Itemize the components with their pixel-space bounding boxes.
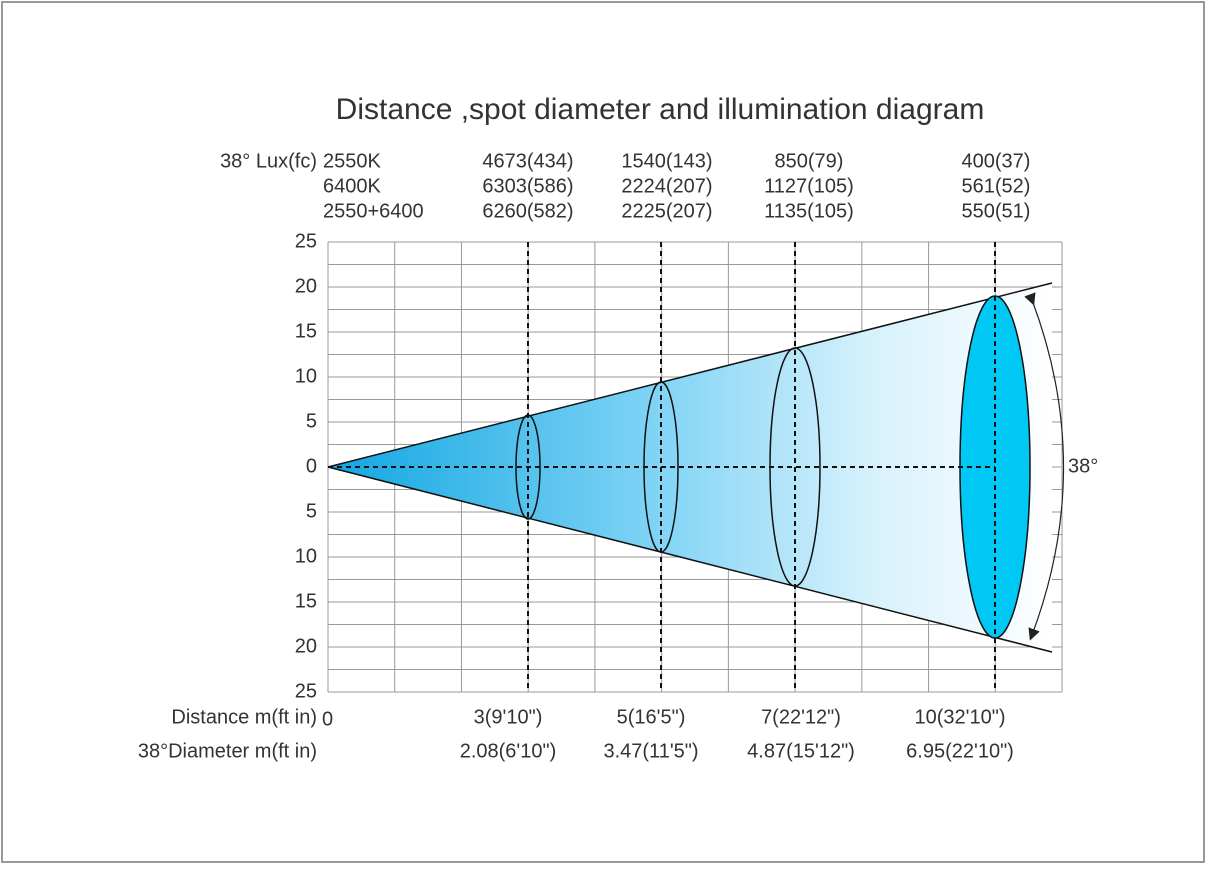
y-tick-label: 25: [295, 680, 317, 702]
lux-value: 400(37): [962, 150, 1031, 172]
distance-origin: 0: [322, 708, 333, 730]
distance-label: Distance m(ft in): [171, 706, 317, 728]
lux-value: 2224(207): [621, 175, 712, 197]
diameter-value: 6.95(22'10"): [906, 740, 1014, 762]
beam-edge: [327, 466, 1053, 653]
y-tick-label: 25: [295, 230, 317, 252]
lux-value: 6260(582): [482, 200, 573, 222]
lux-value: 1540(143): [621, 150, 712, 172]
lux-value: 2225(207): [621, 200, 712, 222]
lux-value: 1127(105): [764, 175, 854, 197]
y-tick-label: 20: [295, 635, 317, 657]
distance-value: 5(16'5"): [617, 706, 686, 728]
lux-value: 850(79): [775, 150, 844, 172]
y-tick-label: 15: [295, 320, 317, 342]
y-tick-label: 15: [295, 590, 317, 612]
lux-row-label: 2550K: [323, 150, 381, 172]
diameter-value: 2.08(6'10"): [460, 740, 557, 762]
lux-value: 1135(105): [764, 200, 854, 222]
diameter-value: 3.47(11'5"): [603, 740, 698, 762]
y-tick-label: 0: [306, 455, 317, 477]
angle-label: 38°: [1068, 455, 1098, 477]
y-tick-label: 10: [295, 365, 317, 387]
lux-label: 38° Lux(fc): [220, 150, 317, 172]
angle-arc: [1024, 292, 1065, 641]
beam-edge: [327, 282, 1053, 468]
distance-value: 3(9'10"): [474, 706, 543, 728]
lux-value: 4673(434): [482, 150, 573, 172]
distance-value: 7(22'12"): [761, 706, 841, 728]
diameter-value: 4.87(15'12"): [747, 740, 855, 762]
y-tick-label: 5: [306, 500, 317, 522]
lux-value: 561(52): [962, 175, 1031, 197]
y-tick-label: 20: [295, 275, 317, 297]
lux-row-label: 2550+6400: [323, 200, 424, 222]
distance-value: 10(32'10"): [915, 706, 1006, 728]
guides: [328, 242, 996, 692]
lux-row-label: 6400K: [323, 175, 381, 197]
y-tick-label: 5: [306, 410, 317, 432]
diameter-label: 38°Diameter m(ft in): [138, 740, 317, 762]
lux-value: 6303(586): [482, 175, 573, 197]
title: Distance ,spot diameter and illumination…: [336, 93, 985, 126]
y-tick-label: 10: [295, 545, 317, 567]
lux-value: 550(51): [962, 200, 1031, 222]
